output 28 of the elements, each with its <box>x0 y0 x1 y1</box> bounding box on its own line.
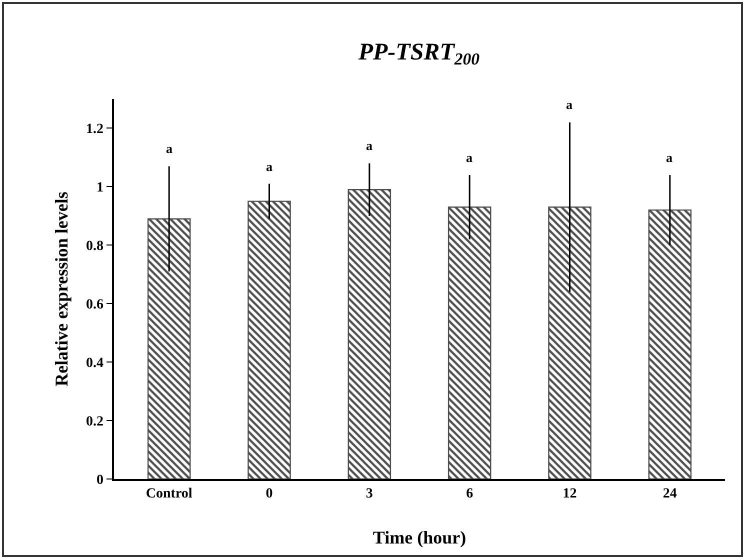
chart-title: PP-TSRT$_{200}$ <box>357 40 480 69</box>
bar <box>348 189 392 479</box>
bar <box>548 206 592 479</box>
y-tick-label: 0.2 <box>86 414 104 430</box>
bar <box>648 209 692 479</box>
bar <box>248 200 291 479</box>
annotation: a <box>666 150 673 165</box>
y-tick-label: 0.4 <box>86 356 104 371</box>
x-tick-label: Control <box>146 486 192 502</box>
annotation: a <box>466 150 473 165</box>
bar <box>147 218 191 479</box>
bar <box>448 206 492 479</box>
y-tick-label: 0 <box>96 472 104 488</box>
annotation: a <box>166 141 173 156</box>
x-tick-label: 0 <box>266 486 273 502</box>
y-tick-label: 1.2 <box>86 122 104 138</box>
annotation: a <box>366 138 373 153</box>
x-tick-label: 24 <box>662 486 677 502</box>
y-tick-label: 0.8 <box>86 239 104 254</box>
y-tick-label: 0.6 <box>86 298 104 313</box>
x-tick-label: 6 <box>466 486 474 502</box>
x-tick-label: 12 <box>562 486 577 502</box>
x-axis-title: Time (hour) <box>372 528 466 548</box>
annotation: a <box>566 97 573 112</box>
annotation: a <box>266 159 273 174</box>
x-tick-label: 3 <box>366 486 373 502</box>
y-tick-label: 1 <box>96 180 104 196</box>
y-axis-title: Relative expression levels <box>52 192 72 386</box>
